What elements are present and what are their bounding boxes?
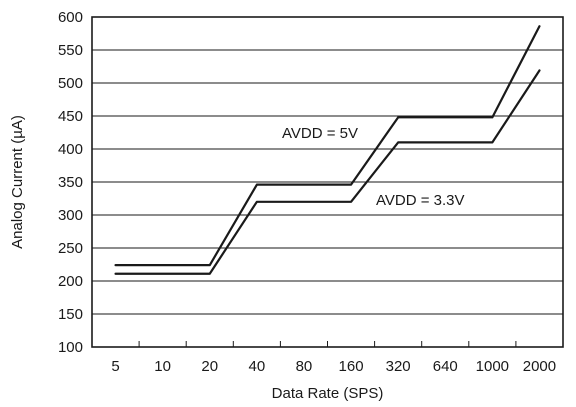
x-tick-labels: 5 10 20 40 80 160 320 640 1000 2000	[111, 358, 556, 375]
y-axis-label: Analog Current (µA)	[9, 115, 26, 249]
plot-frame	[91, 16, 564, 348]
y-tick-labels: 100 150 200 250 300 350 400 450 500 550 600	[58, 9, 83, 356]
series-label-avdd-3-3v: AVDD = 3.3V	[376, 192, 465, 209]
x-tick-label: 80	[296, 358, 313, 375]
x-tick-label: 5	[111, 358, 119, 375]
series-line-0	[114, 25, 541, 267]
grid	[92, 49, 563, 315]
x-tick-label: 640	[433, 358, 458, 375]
axis-ticks	[138, 341, 517, 347]
y-tick-label: 250	[58, 240, 83, 257]
y-tick-label: 300	[58, 207, 83, 224]
series-lines	[114, 25, 541, 275]
y-tick-label: 400	[58, 141, 83, 158]
y-tick-label: 200	[58, 273, 83, 290]
y-tick-label: 500	[58, 75, 83, 92]
x-tick-label: 2000	[523, 358, 556, 375]
y-tick-label: 100	[58, 339, 83, 356]
x-tick-label: 160	[339, 358, 364, 375]
series-label-avdd-5v: AVDD = 5V	[282, 125, 358, 142]
x-tick-label: 10	[154, 358, 171, 375]
x-axis-label: Data Rate (SPS)	[272, 385, 384, 402]
x-tick-label: 1000	[476, 358, 509, 375]
x-tick-label: 320	[386, 358, 411, 375]
y-tick-label: 350	[58, 174, 83, 191]
y-tick-label: 600	[58, 9, 83, 26]
x-tick-label: 20	[201, 358, 218, 375]
y-tick-label: 150	[58, 306, 83, 323]
y-tick-label: 550	[58, 42, 83, 59]
y-tick-label: 450	[58, 108, 83, 125]
x-tick-label: 40	[249, 358, 266, 375]
series-line-1	[114, 69, 541, 275]
